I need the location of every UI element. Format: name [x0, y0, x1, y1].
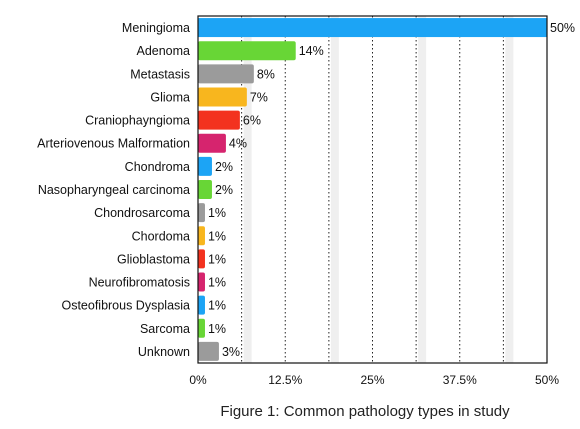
bar [198, 226, 205, 246]
bar [198, 110, 240, 130]
grid-shade [505, 16, 514, 363]
value-label: 1% [208, 299, 226, 313]
value-label: 8% [257, 67, 275, 81]
bar [198, 133, 226, 153]
bar [198, 295, 205, 315]
category-label: Nasopharyngeal carcinoma [38, 183, 190, 197]
x-tick-labels: 0% 12.5% 25% 37.5% 50% [189, 373, 559, 387]
grid-shade [330, 16, 339, 363]
value-label: 2% [215, 160, 233, 174]
figure-caption: Figure 1: Common pathology types in stud… [220, 403, 510, 420]
value-labels: 50% 14% 8% 7% 6% 4% 2% 2% 1% 1% 1% 1% 1% 1% 3% [208, 21, 575, 359]
bar [198, 318, 205, 338]
bar [198, 64, 254, 84]
value-label: 1% [208, 322, 226, 336]
category-label: Glioblastoma [117, 252, 190, 266]
x-tick-label: 12.5% [268, 373, 302, 387]
value-label: 7% [250, 90, 268, 104]
category-label: Neurofibromatosis [89, 276, 190, 290]
bar [198, 156, 212, 176]
value-label: 1% [208, 252, 226, 266]
category-label: Sarcoma [140, 322, 190, 336]
bar [198, 341, 219, 361]
category-label: Osteofibrous Dysplasia [61, 299, 190, 313]
category-label: Craniophayngioma [85, 114, 190, 128]
bar [198, 203, 205, 223]
bars [198, 18, 547, 361]
plot-frame [197, 15, 548, 364]
category-label: Adenoma [136, 44, 190, 58]
value-label: 4% [229, 137, 247, 151]
value-label: 6% [243, 114, 261, 128]
x-tick-label: 37.5% [443, 373, 477, 387]
category-label: Chondrosarcoma [94, 206, 190, 220]
category-label: Unknown [138, 345, 190, 359]
grid-shade [418, 16, 427, 363]
bar [198, 87, 247, 107]
bar [198, 18, 547, 38]
grid-lines [241, 16, 514, 363]
value-label: 14% [299, 44, 324, 58]
grid-shade [243, 16, 252, 363]
bar [198, 41, 296, 61]
category-label: Chondroma [125, 160, 190, 174]
value-label: 1% [208, 276, 226, 290]
value-label: 1% [208, 206, 226, 220]
value-label: 3% [222, 345, 240, 359]
category-label: Meningioma [122, 21, 190, 35]
x-tick-label: 25% [360, 373, 384, 387]
category-label: Metastasis [130, 67, 190, 81]
value-label: 50% [550, 21, 575, 35]
value-label: 1% [208, 229, 226, 243]
x-tick-label: 50% [535, 373, 559, 387]
bar [198, 180, 212, 199]
value-label: 2% [215, 183, 233, 197]
bar [198, 249, 205, 269]
category-label: Arteriovenous Malformation [37, 137, 190, 151]
bar [198, 272, 205, 292]
category-label: Chordoma [132, 229, 190, 243]
category-labels: Meningioma Adenoma Metastasis Glioma Craniop… [37, 21, 190, 359]
category-label: Glioma [150, 90, 190, 104]
x-tick-label: 0% [189, 373, 207, 387]
